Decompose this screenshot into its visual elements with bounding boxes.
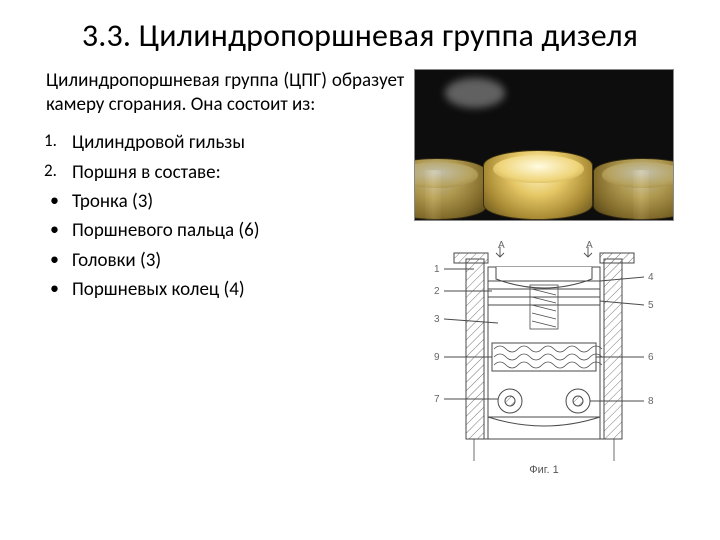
list-item-text: Головки (3) bbox=[72, 249, 161, 272]
diagram-label: 4 bbox=[648, 272, 654, 283]
piston-icon bbox=[593, 158, 674, 220]
list-item: Головки (3) bbox=[40, 246, 404, 275]
list-item: 2.Поршня в составе: bbox=[40, 158, 404, 187]
list-item-text: Цилиндровой гильзы bbox=[72, 131, 245, 154]
diagram-label: 5 bbox=[648, 300, 654, 311]
slide: 3.3. Цилиндропоршневая группа дизеля Цил… bbox=[0, 0, 720, 540]
numbered-list: 1.Цилиндровой гильзы 2.Поршня в составе: bbox=[40, 128, 404, 187]
highlight-icon bbox=[445, 78, 505, 108]
text-column: Цилиндропоршневая группа (ЦПГ) образует … bbox=[40, 69, 414, 479]
piston-photo bbox=[414, 69, 674, 221]
list-item: Тронка (3) bbox=[40, 187, 404, 216]
list-item-text: Тронка (3) bbox=[72, 190, 153, 213]
diagram-label: 8 bbox=[648, 396, 654, 407]
list-item: Поршневых колец (4) bbox=[40, 275, 404, 304]
diagram-label: A bbox=[498, 240, 505, 251]
list-item-text: Поршневого пальца (6) bbox=[72, 219, 260, 242]
list-item-text: Поршня в составе: bbox=[72, 161, 221, 184]
list-item: Поршневого пальца (6) bbox=[40, 216, 404, 245]
slide-title: 3.3. Цилиндропоршневая группа дизеля bbox=[40, 18, 680, 55]
piston-icon bbox=[483, 150, 593, 220]
list-item: 1.Цилиндровой гильзы bbox=[40, 128, 404, 157]
diagram-label: 9 bbox=[434, 352, 440, 363]
intro-paragraph: Цилиндропоршневая группа (ЦПГ) образует … bbox=[40, 69, 404, 118]
diagram-label: 2 bbox=[434, 286, 440, 297]
piston-diagram: A A 1 2 3 9 7 4 5 6 8 Фиг. 1 bbox=[414, 239, 674, 479]
diagram-caption: Фиг. 1 bbox=[530, 464, 559, 476]
diagram-label: A bbox=[586, 240, 593, 251]
piston-icon bbox=[414, 158, 487, 220]
content-columns: Цилиндропоршневая группа (ЦПГ) образует … bbox=[40, 69, 680, 479]
diagram-label: 3 bbox=[434, 314, 440, 325]
bulleted-list: Тронка (3) Поршневого пальца (6) Головки… bbox=[40, 187, 404, 305]
image-column: A A 1 2 3 9 7 4 5 6 8 Фиг. 1 bbox=[414, 69, 680, 479]
diagram-label: 7 bbox=[434, 394, 440, 405]
list-item-text: Поршневых колец (4) bbox=[72, 278, 245, 301]
diagram-label: 1 bbox=[434, 264, 440, 275]
diagram-label: 6 bbox=[648, 352, 654, 363]
